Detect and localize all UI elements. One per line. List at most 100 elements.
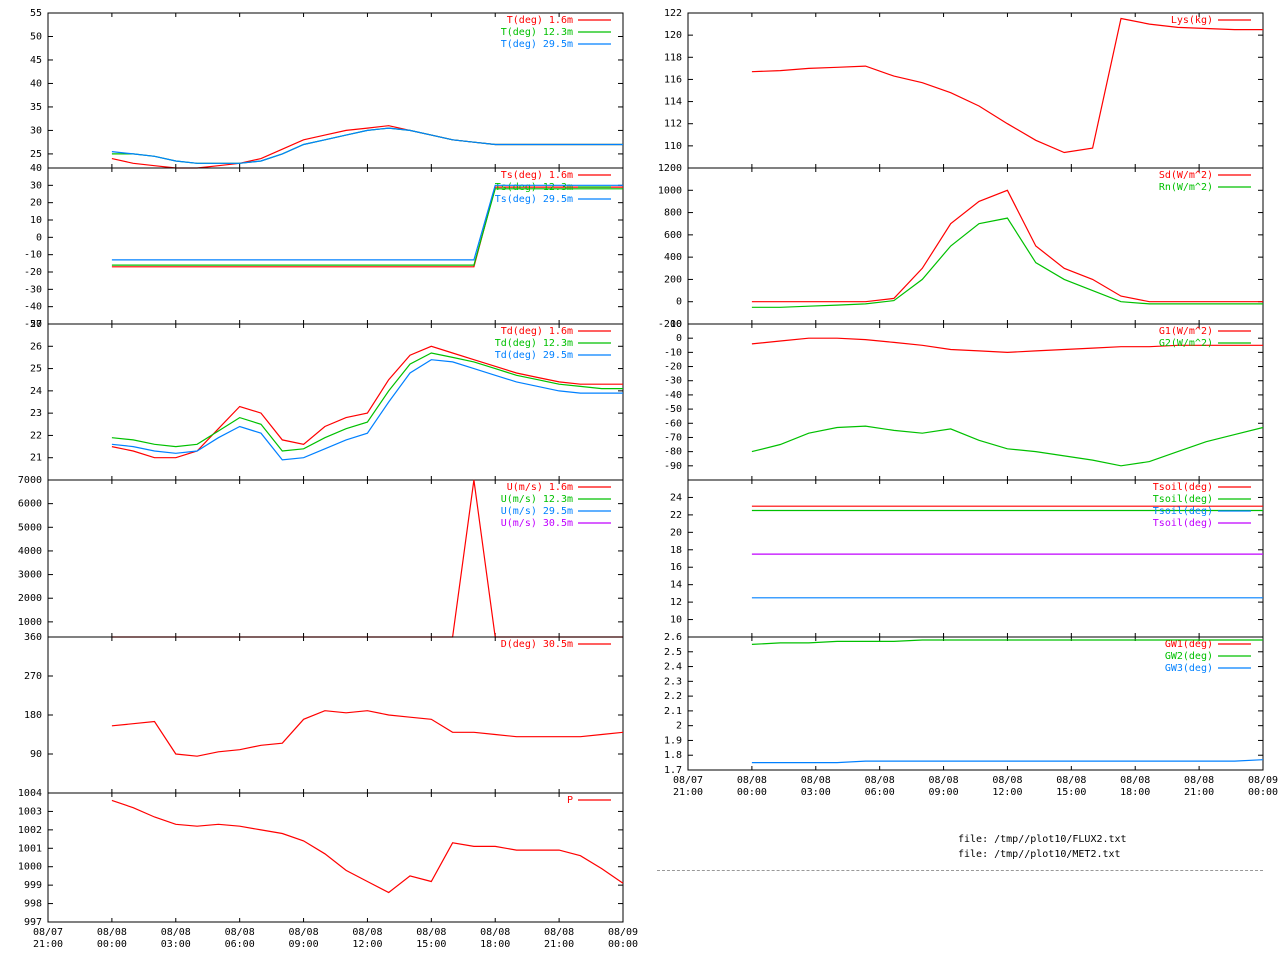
legend-label: GW2(deg) (1165, 651, 1213, 662)
x-tick-label-date: 08/08 (1056, 775, 1086, 786)
y-tick-label: 800 (664, 208, 682, 219)
series-line-0 (111, 186, 623, 268)
chart-panel-10: 1.7 1.8 1.9 2 2.1 2.2 2.3 2.4 2.5 2.6 GW1(deg)GW2(… (664, 632, 1264, 776)
y-tick-label: 200 (664, 274, 682, 285)
series-line-0 (751, 17, 1263, 154)
y-tick-label: -10 (664, 347, 682, 358)
y-tick-label: 1.8 (664, 750, 682, 761)
y-tick-label: 35 (30, 102, 42, 113)
series-line-2 (111, 359, 623, 461)
legend-label: P (567, 795, 573, 806)
y-tick-label: 400 (664, 252, 682, 263)
y-tick-label: 27 (30, 319, 42, 330)
y-tick-label: 10 (670, 615, 682, 626)
legend-label: Tsoil(deg) (1153, 506, 1213, 517)
x-tick-label-date: 08/09 (608, 927, 638, 938)
y-tick-label: 10 (670, 319, 682, 330)
y-tick-label: 1.7 (664, 765, 682, 776)
series-line-1 (111, 352, 623, 452)
y-tick-label: 2 (676, 721, 682, 732)
x-tick-label-time: 09:00 (289, 939, 319, 950)
x-tick-label-time: 03:00 (801, 787, 831, 798)
y-tick-label: 18 (670, 545, 682, 556)
y-tick-label: -20 (24, 267, 42, 278)
x-tick-label-time: 21:00 (673, 787, 703, 798)
y-tick-label: 2.1 (664, 706, 682, 717)
y-tick-label: 20 (30, 198, 42, 209)
y-tick-label: 12 (670, 597, 682, 608)
y-tick-label: 7000 (18, 475, 42, 486)
y-tick-label: -10 (24, 250, 42, 261)
y-tick-label: 0 (36, 232, 42, 243)
chart-panel-0: 25 30 35 40 45 50 55 T(deg) 1.6mT(deg) 12.3mT(d… (30, 8, 624, 169)
y-tick-label: -50 (24, 319, 42, 330)
legend-label: GW1(deg) (1165, 639, 1213, 650)
dashed-separator (657, 870, 1263, 871)
plot-frame (687, 636, 1264, 771)
y-tick-label: 4000 (18, 546, 42, 557)
series-line-0 (111, 345, 623, 459)
y-tick-label: 14 (670, 580, 682, 591)
x-tick-label-time: 06:00 (225, 939, 255, 950)
series-line-0 (111, 125, 623, 169)
chart-panel-6: 110 112 114 116 118 120 122 Lys(kg) (664, 8, 1264, 169)
series-line-2 (111, 184, 623, 261)
y-tick-label: 2.4 (664, 662, 682, 673)
y-tick-label: 1.9 (664, 735, 682, 746)
y-tick-label: 6000 (18, 499, 42, 510)
y-tick-label: 1200 (658, 163, 682, 174)
y-tick-label: 24 (30, 386, 42, 397)
legend-label: Lys(kg) (1171, 15, 1213, 26)
y-tick-label: 2.2 (664, 691, 682, 702)
x-tick-label-time: 00:00 (97, 939, 127, 950)
y-tick-label: 2.3 (664, 676, 682, 687)
legend-label: D(deg) 30.5m (501, 639, 573, 650)
series-line-0 (751, 337, 1263, 354)
x-tick-label-date: 08/07 (673, 775, 703, 786)
y-tick-label: 2.6 (664, 632, 682, 643)
y-tick-label: 118 (664, 52, 682, 63)
x-tick-label-time: 09:00 (929, 787, 959, 798)
y-tick-label: 10 (30, 215, 42, 226)
y-tick-label: 1002 (18, 825, 42, 836)
y-tick-label: 90 (30, 749, 42, 760)
y-tick-label: 21 (30, 453, 42, 464)
y-tick-label: 20 (670, 527, 682, 538)
y-tick-label: 5000 (18, 522, 42, 533)
y-tick-label: 1000 (658, 185, 682, 196)
plot-frame (47, 636, 624, 794)
y-tick-label: 997 (24, 917, 42, 928)
x-tick-label-time: 15:00 (416, 939, 446, 950)
series-line-1 (111, 188, 623, 266)
y-tick-label: 180 (24, 710, 42, 721)
series-line-1 (751, 425, 1264, 467)
x-tick-label-date: 08/08 (801, 775, 831, 786)
y-tick-label: 22 (30, 430, 42, 441)
series-line-2 (751, 759, 1264, 764)
y-tick-label: 110 (664, 141, 682, 152)
y-tick-label: 30 (30, 125, 42, 136)
chart-panel-7: -200 0 200 400 600 800 1000 1200 Sd(W/m^2)Rn(W/m… (658, 163, 1264, 330)
legend-label: Tsoil(deg) (1153, 482, 1213, 493)
y-tick-label: 55 (30, 8, 42, 19)
legend-label: U(m/s) 30.5m (501, 518, 573, 529)
legend-label: GW3(deg) (1165, 663, 1213, 674)
y-tick-label: -200 (658, 319, 682, 330)
plot-frame (687, 12, 1264, 169)
chart-panel-4: 90 180 270 360 D(deg) 30.5m (24, 632, 624, 794)
x-tick-label-time: 15:00 (1056, 787, 1086, 798)
x-tick-label-time: 03:00 (161, 939, 191, 950)
y-tick-label: 600 (664, 230, 682, 241)
x-tick-label-date: 08/07 (33, 927, 63, 938)
x-tick-label-date: 08/08 (1184, 775, 1214, 786)
x-tick-label-date: 08/08 (544, 927, 574, 938)
y-tick-label: 0 (676, 333, 682, 344)
y-tick-label: -60 (664, 418, 682, 429)
y-tick-label: 25 (30, 149, 42, 160)
y-tick-label: 23 (30, 408, 42, 419)
y-tick-label: 998 (24, 899, 42, 910)
y-tick-label: -20 (664, 362, 682, 373)
y-tick-label: 50 (30, 31, 42, 42)
